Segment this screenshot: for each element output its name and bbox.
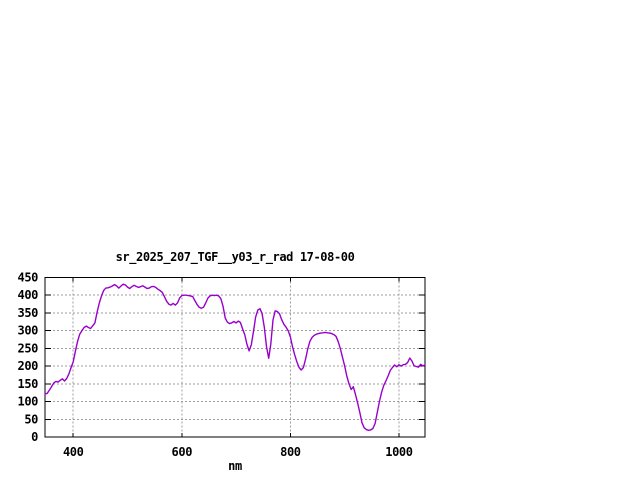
spectrum-line xyxy=(44,283,426,431)
x-tick-label: 800 xyxy=(280,445,301,459)
plot-border xyxy=(44,277,426,438)
y-tick-label: 400 xyxy=(18,288,39,302)
y-tick-label: 50 xyxy=(24,412,38,426)
y-tick-label: 350 xyxy=(18,306,39,320)
y-tick-label: 300 xyxy=(18,324,39,338)
y-tick-label: 100 xyxy=(18,395,39,409)
y-tick-label: 450 xyxy=(18,271,39,285)
x-tick-label: 600 xyxy=(172,445,193,459)
x-tick-label: 400 xyxy=(63,445,84,459)
chart-title: sr_2025_207_TGF__y03_r_rad 17-08-00 xyxy=(115,250,355,264)
y-tick-label: 0 xyxy=(31,430,38,444)
y-tick-label: 150 xyxy=(18,377,39,391)
x-axis-label: nm xyxy=(228,459,242,473)
y-tick-label: 250 xyxy=(18,341,39,355)
y-tick-label: 200 xyxy=(18,359,39,373)
x-tick-label: 1000 xyxy=(385,445,412,459)
